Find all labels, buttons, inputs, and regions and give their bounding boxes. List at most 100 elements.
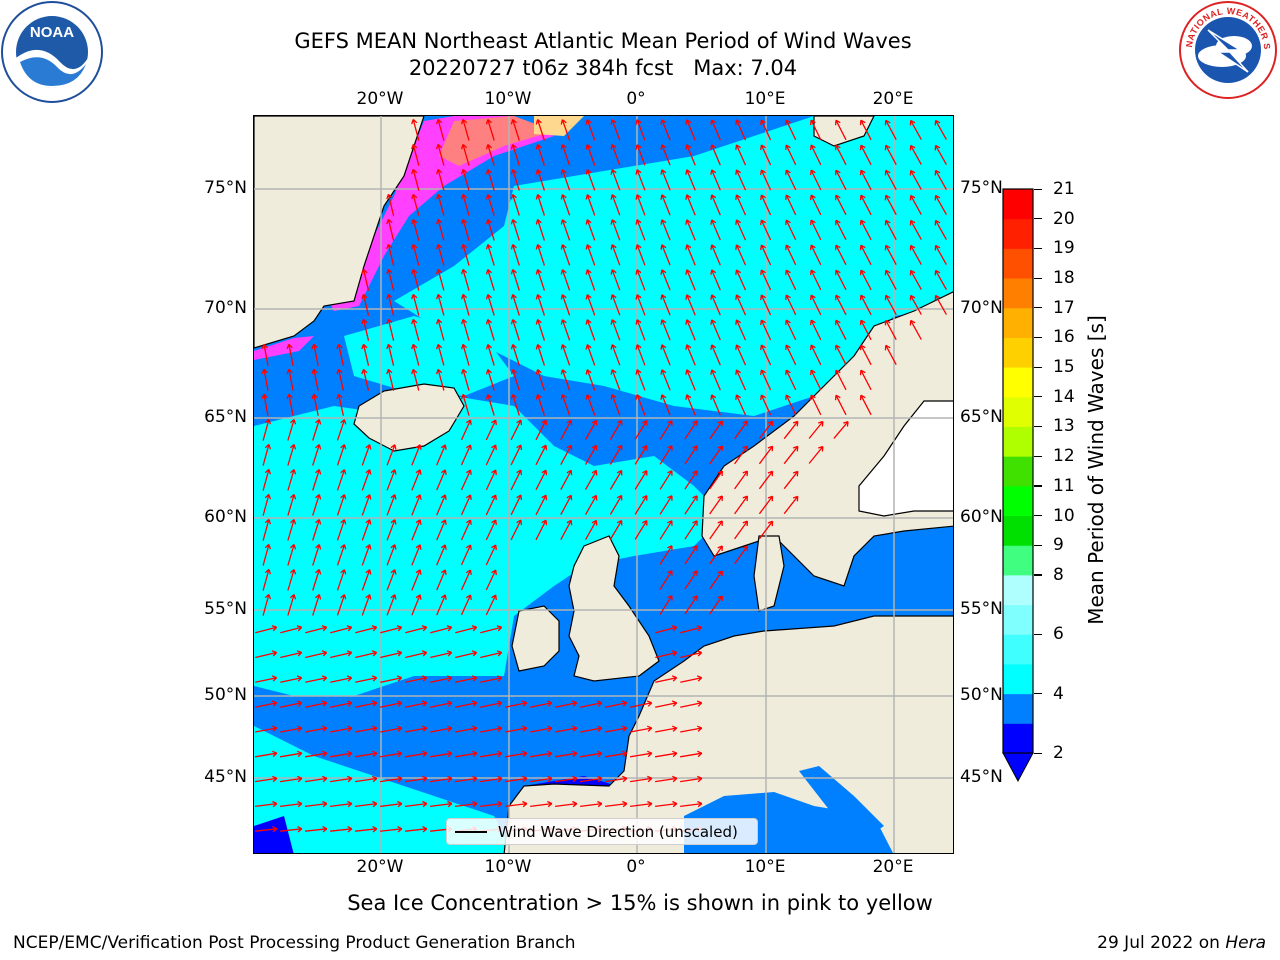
- wave-direction-arrow: [809, 119, 822, 141]
- wave-direction-arrow: [555, 800, 578, 808]
- wave-direction-arrow: [655, 675, 678, 683]
- wave-direction-arrow: [535, 519, 548, 541]
- wave-direction-arrow: [809, 219, 822, 241]
- wave-direction-arrow: [460, 118, 470, 141]
- wave-direction-arrow: [535, 244, 546, 266]
- wave-direction-arrow: [435, 268, 445, 291]
- wave-direction-arrow: [380, 675, 403, 683]
- wave-direction-arrow: [262, 543, 272, 566]
- wave-direction-arrow: [580, 725, 603, 733]
- wave-direction-arrow: [510, 169, 520, 191]
- wave-direction-arrow: [535, 294, 546, 316]
- nws-logo: NATIONAL WEATHER SERVICE: [1175, 0, 1278, 100]
- colorbar-cell: [1003, 485, 1033, 517]
- wave-direction-arrow: [380, 650, 403, 659]
- wave-direction-arrow: [460, 193, 470, 216]
- lat-tick-label: 75°N: [204, 178, 247, 198]
- wave-direction-arrow: [287, 519, 297, 541]
- wave-direction-arrow: [934, 169, 947, 190]
- wave-direction-arrow: [635, 344, 646, 366]
- wave-direction-arrow: [809, 169, 822, 191]
- wave-direction-arrow: [635, 319, 646, 341]
- lat-tick-label: 70°N: [204, 298, 247, 318]
- colorbar-tick-mark: [1034, 693, 1042, 695]
- wave-direction-arrow: [404, 750, 428, 758]
- wave-direction-arrow: [480, 700, 503, 708]
- wave-direction-arrow: [610, 394, 621, 416]
- lon-tick-label: 20°E: [872, 89, 914, 109]
- wave-direction-arrow: [336, 469, 347, 491]
- wave-direction-arrow: [560, 294, 571, 316]
- wave-direction-arrow: [585, 444, 598, 465]
- wave-direction-arrow: [735, 119, 747, 141]
- wave-direction-arrow: [758, 520, 774, 540]
- wave-direction-arrow: [305, 650, 328, 659]
- wave-direction-arrow: [659, 595, 673, 615]
- wave-direction-arrow: [485, 394, 495, 416]
- wave-direction-arrow: [560, 494, 573, 516]
- lon-tick-label: 10°E: [744, 89, 786, 109]
- wave-direction-arrow: [783, 420, 799, 440]
- wave-direction-arrow: [505, 725, 528, 733]
- wave-direction-arrow: [610, 169, 621, 191]
- wave-direction-arrow: [635, 244, 646, 266]
- colorbar-cell: [1003, 396, 1033, 427]
- wave-direction-arrow: [760, 144, 772, 166]
- wave-direction-arrow: [255, 700, 278, 708]
- wave-direction-arrow: [709, 470, 723, 490]
- colorbar-cell: [1003, 189, 1033, 220]
- wave-direction-arrow: [485, 494, 497, 516]
- wave-direction-arrow: [411, 318, 420, 341]
- wave-direction-arrow: [411, 218, 420, 241]
- wave-direction-arrow: [330, 625, 353, 634]
- wave-direction-arrow: [380, 800, 403, 808]
- wave-direction-arrow: [785, 144, 797, 166]
- colorbar-tick-mark: [1034, 366, 1042, 368]
- wave-direction-arrow: [660, 119, 671, 141]
- wave-direction-arrow: [435, 193, 445, 216]
- wave-direction-arrow: [560, 269, 571, 291]
- wave-direction-arrow: [386, 544, 397, 566]
- wave-direction-arrow: [455, 775, 478, 783]
- wave-direction-arrow: [710, 194, 721, 216]
- wave-direction-arrow: [386, 343, 395, 366]
- wave-direction-arrow: [655, 625, 678, 634]
- wave-direction-arrow: [280, 675, 303, 683]
- wave-direction-arrow: [330, 800, 353, 808]
- wave-direction-arrow: [734, 495, 749, 515]
- wave-direction-arrow: [279, 750, 303, 758]
- wave-direction-arrow: [460, 143, 470, 166]
- wave-direction-arrow: [485, 544, 497, 566]
- wave-direction-arrow: [709, 520, 723, 540]
- wave-direction-arrow: [834, 169, 847, 191]
- wave-direction-arrow: [859, 369, 872, 391]
- wave-direction-arrow: [312, 469, 322, 491]
- wave-direction-arrow: [255, 650, 278, 659]
- wave-direction-arrow: [758, 470, 774, 490]
- wave-direction-arrow: [554, 750, 578, 758]
- wave-direction-arrow: [411, 444, 422, 466]
- wave-direction-arrow: [485, 469, 497, 491]
- footer-date-text: 29 Jul 2022 on: [1097, 933, 1226, 953]
- wave-direction-arrow: [480, 675, 503, 683]
- map-legend: Wind Wave Direction (unscaled): [446, 818, 758, 845]
- wave-direction-arrow: [808, 420, 824, 439]
- wave-direction-arrow: [280, 650, 303, 659]
- wave-direction-arrow: [934, 244, 947, 265]
- wave-direction-arrow: [510, 494, 523, 516]
- wave-direction-arrow: [261, 343, 269, 366]
- wave-direction-arrow: [262, 568, 272, 591]
- wave-direction-arrow: [735, 269, 747, 291]
- wave-direction-arrow: [510, 144, 520, 166]
- wave-direction-arrow: [312, 494, 322, 516]
- wave-direction-arrow: [262, 593, 272, 616]
- wave-direction-arrow: [630, 775, 653, 783]
- wave-direction-arrow: [684, 570, 698, 590]
- wave-direction-arrow: [460, 393, 470, 416]
- wave-direction-arrow: [609, 444, 623, 465]
- colorbar-tick-mark: [1034, 485, 1042, 487]
- wave-direction-arrow: [680, 625, 703, 634]
- wave-direction-arrow: [859, 269, 872, 291]
- wave-direction-arrow: [735, 144, 747, 166]
- wave-direction-arrow: [312, 594, 322, 616]
